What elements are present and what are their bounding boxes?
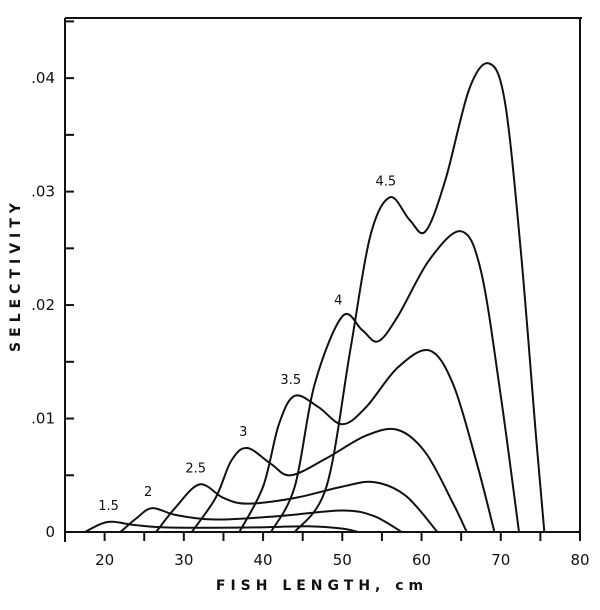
curve-1.5 xyxy=(84,520,359,533)
curve-4.5 xyxy=(293,62,546,533)
curve-labels: 1.5 2 2.5 3 3.5 4 4.5 xyxy=(98,174,396,514)
x-tick-label: 40 xyxy=(254,551,273,569)
y-tick-label: .04 xyxy=(31,69,55,87)
curves xyxy=(84,62,546,533)
curve-label: 3 xyxy=(239,425,247,440)
y-tick-label: .02 xyxy=(31,296,55,314)
x-tick-label: 50 xyxy=(333,551,352,569)
y-tick-label: .01 xyxy=(31,410,55,428)
curve-label: 4 xyxy=(334,293,342,308)
x-tick-label: 20 xyxy=(95,551,114,569)
curve-3 xyxy=(190,427,468,533)
curve-label: 2.5 xyxy=(185,461,206,476)
curve-2 xyxy=(119,507,403,533)
x-tick-label: 80 xyxy=(570,551,589,569)
y-axis-title: SELECTIVITY xyxy=(8,198,24,352)
curve-label: 3.5 xyxy=(280,373,301,388)
y-tick-label: 0 xyxy=(45,523,55,541)
curve-label: 1.5 xyxy=(98,499,119,514)
plot-frame xyxy=(64,17,582,542)
x-tick-label: 60 xyxy=(412,551,431,569)
curve-label: 4.5 xyxy=(376,174,397,189)
curve-3.5 xyxy=(238,348,496,533)
x-axis-title: FISH LENGTH, cm xyxy=(216,578,428,594)
curve-2.5 xyxy=(155,480,439,533)
axes: 20 30 40 50 60 70 80 0 .01 .02 .03 .04 xyxy=(31,17,590,569)
curve-label: 2 xyxy=(144,485,152,500)
x-tick-label: 70 xyxy=(491,551,510,569)
x-tick-label: 30 xyxy=(174,551,193,569)
y-tick-label: .03 xyxy=(31,183,55,201)
curve-4 xyxy=(270,230,520,533)
